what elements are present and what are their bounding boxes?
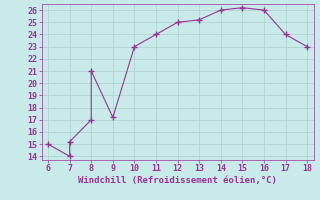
X-axis label: Windchill (Refroidissement éolien,°C): Windchill (Refroidissement éolien,°C): [78, 176, 277, 185]
